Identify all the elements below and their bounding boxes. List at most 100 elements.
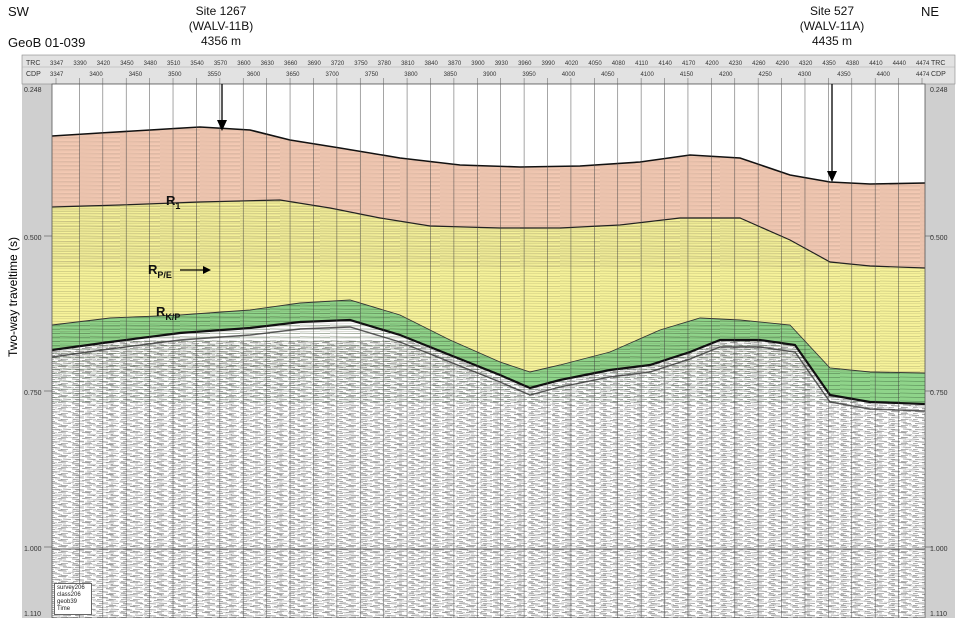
top-left-value: 0.248 [24,87,42,94]
trc-tick-label: 3930 [495,61,509,67]
trc-tick-label: 4320 [799,61,813,67]
cdp-tick-label: 4000 [562,72,576,78]
cdp-label-left: CDP [26,71,41,78]
processing-legend-box: survey206 class206 geob39 Time [54,583,92,615]
cdp-tick-label: 3750 [365,72,379,78]
trc-tick-label: 3810 [401,61,415,67]
cdp-tick-label: 4250 [759,72,773,78]
trc-tick-label: 4080 [612,61,626,67]
trc-tick-label: 3990 [542,61,556,67]
cdp-tick-label: 3650 [286,72,300,78]
top-right-value: 0.248 [930,87,948,94]
cdp-tick-label: 3950 [522,72,536,78]
trc-tick-label: 3900 [471,61,485,67]
cdp-tick-label: 4474 [916,72,930,78]
r1-label: R1 [166,193,180,211]
line-name: GeoB 01-039 [8,35,86,50]
trc-tick-label: 3660 [284,61,298,67]
cdp-tick-label: 4050 [601,72,615,78]
site-527-depth: 4435 m [811,34,853,48]
trc-tick-label: 3840 [424,61,438,67]
cdp-tick-label: 4200 [719,72,733,78]
cdp-tick-label: 3800 [404,72,418,78]
trc-tick-label: 3390 [73,61,87,67]
trace-ruler [21,54,956,85]
right-tick-0750: 0.750 [930,390,948,397]
site-1267-label: Site 1267 (WALV-11B) 4356 m [176,4,266,49]
site-1267-code: (WALV-11B) [188,19,254,33]
trc-tick-label: 4230 [729,61,743,67]
rpe-arrow [180,266,211,274]
rpe-label: RP/E [148,262,172,280]
trc-tick-label: 4110 [635,61,649,67]
site-527-label: Site 527 (WALV-11A) 4435 m [787,4,877,49]
trc-tick-label: 3690 [307,61,321,67]
bottom-right-value: 1.110 [930,611,947,618]
trc-tick-label: 4200 [705,61,719,67]
trc-label-left: TRC [26,60,40,67]
trc-tick-label: 3480 [144,61,158,67]
trc-tick-label: 3960 [518,61,532,67]
site-1267-depth: 4356 m [200,34,242,48]
ne-label: NE [921,4,940,19]
trc-tick-label: 4290 [776,61,790,67]
cdp-tick-label: 3400 [89,72,103,78]
cdp-tick-label: 3550 [207,72,221,78]
cdp-tick-label: 4300 [798,72,812,78]
trc-tick-label: 4410 [869,61,883,67]
left-tick-0500: 0.500 [24,235,42,242]
cdp-tick-label: 4150 [680,72,694,78]
site-527-code: (WALV-11A) [799,19,865,33]
cdp-tick-label: 4400 [877,72,891,78]
trc-tick-label: 3347 [50,61,64,67]
legend-line-2: geob39 [57,599,78,605]
bottom-left-value: 1.110 [24,611,41,618]
site-527-name: Site 527 [809,4,855,18]
trc-tick-label: 4474 [916,61,930,67]
sw-label: SW [8,4,29,19]
legend-line-1: class206 [57,592,81,598]
cdp-tick-label: 4100 [640,72,654,78]
trc-tick-label: 3780 [378,61,392,67]
left-tick-1000: 1.000 [24,546,42,553]
legend-line-3: Time [57,606,71,612]
trc-tick-label: 4260 [752,61,766,67]
cdp-tick-label: 3450 [129,72,143,78]
trc-tick-label: 3630 [261,61,275,67]
trc-tick-label: 3510 [167,61,181,67]
left-tick-0750: 0.750 [24,390,42,397]
trc-label-right: TRC [931,60,945,67]
right-tick-1000: 1.000 [930,546,948,553]
trc-tick-label: 3570 [214,61,228,67]
site-1267-name: Site 1267 [195,4,247,18]
cdp-tick-label: 3500 [168,72,182,78]
rkp-label: RK/P [156,304,180,322]
site-527-arrow [827,84,837,182]
trc-tick-label: 4050 [588,61,602,67]
right-frame [925,84,955,618]
cdp-tick-label: 3600 [247,72,261,78]
cdp-tick-label: 3850 [444,72,458,78]
legend-line-0: survey206 [57,585,85,591]
trc-tick-label: 4140 [659,61,673,67]
trc-tick-label: 4170 [682,61,696,67]
trc-tick-label: 4350 [822,61,836,67]
trc-tick-label: 3450 [120,61,134,67]
left-frame [22,84,52,618]
trc-tick-label: 3750 [354,61,368,67]
trc-tick-label: 3420 [97,61,111,67]
trc-tick-label: 3870 [448,61,462,67]
cdp-tick-label: 4350 [837,72,851,78]
cdp-label-right: CDP [931,71,946,78]
trc-tick-label: 3720 [331,61,345,67]
trc-tick-label: 4020 [565,61,579,67]
trc-tick-label: 3540 [190,61,204,67]
trc-tick-label: 3600 [237,61,251,67]
trc-tick-label: 4380 [846,61,860,67]
cdp-tick-label: 3700 [326,72,340,78]
cdp-tick-label: 3900 [483,72,497,78]
right-tick-0500: 0.500 [930,235,948,242]
cdp-tick-label: 3347 [50,72,64,78]
site-1267-arrow [217,84,227,131]
